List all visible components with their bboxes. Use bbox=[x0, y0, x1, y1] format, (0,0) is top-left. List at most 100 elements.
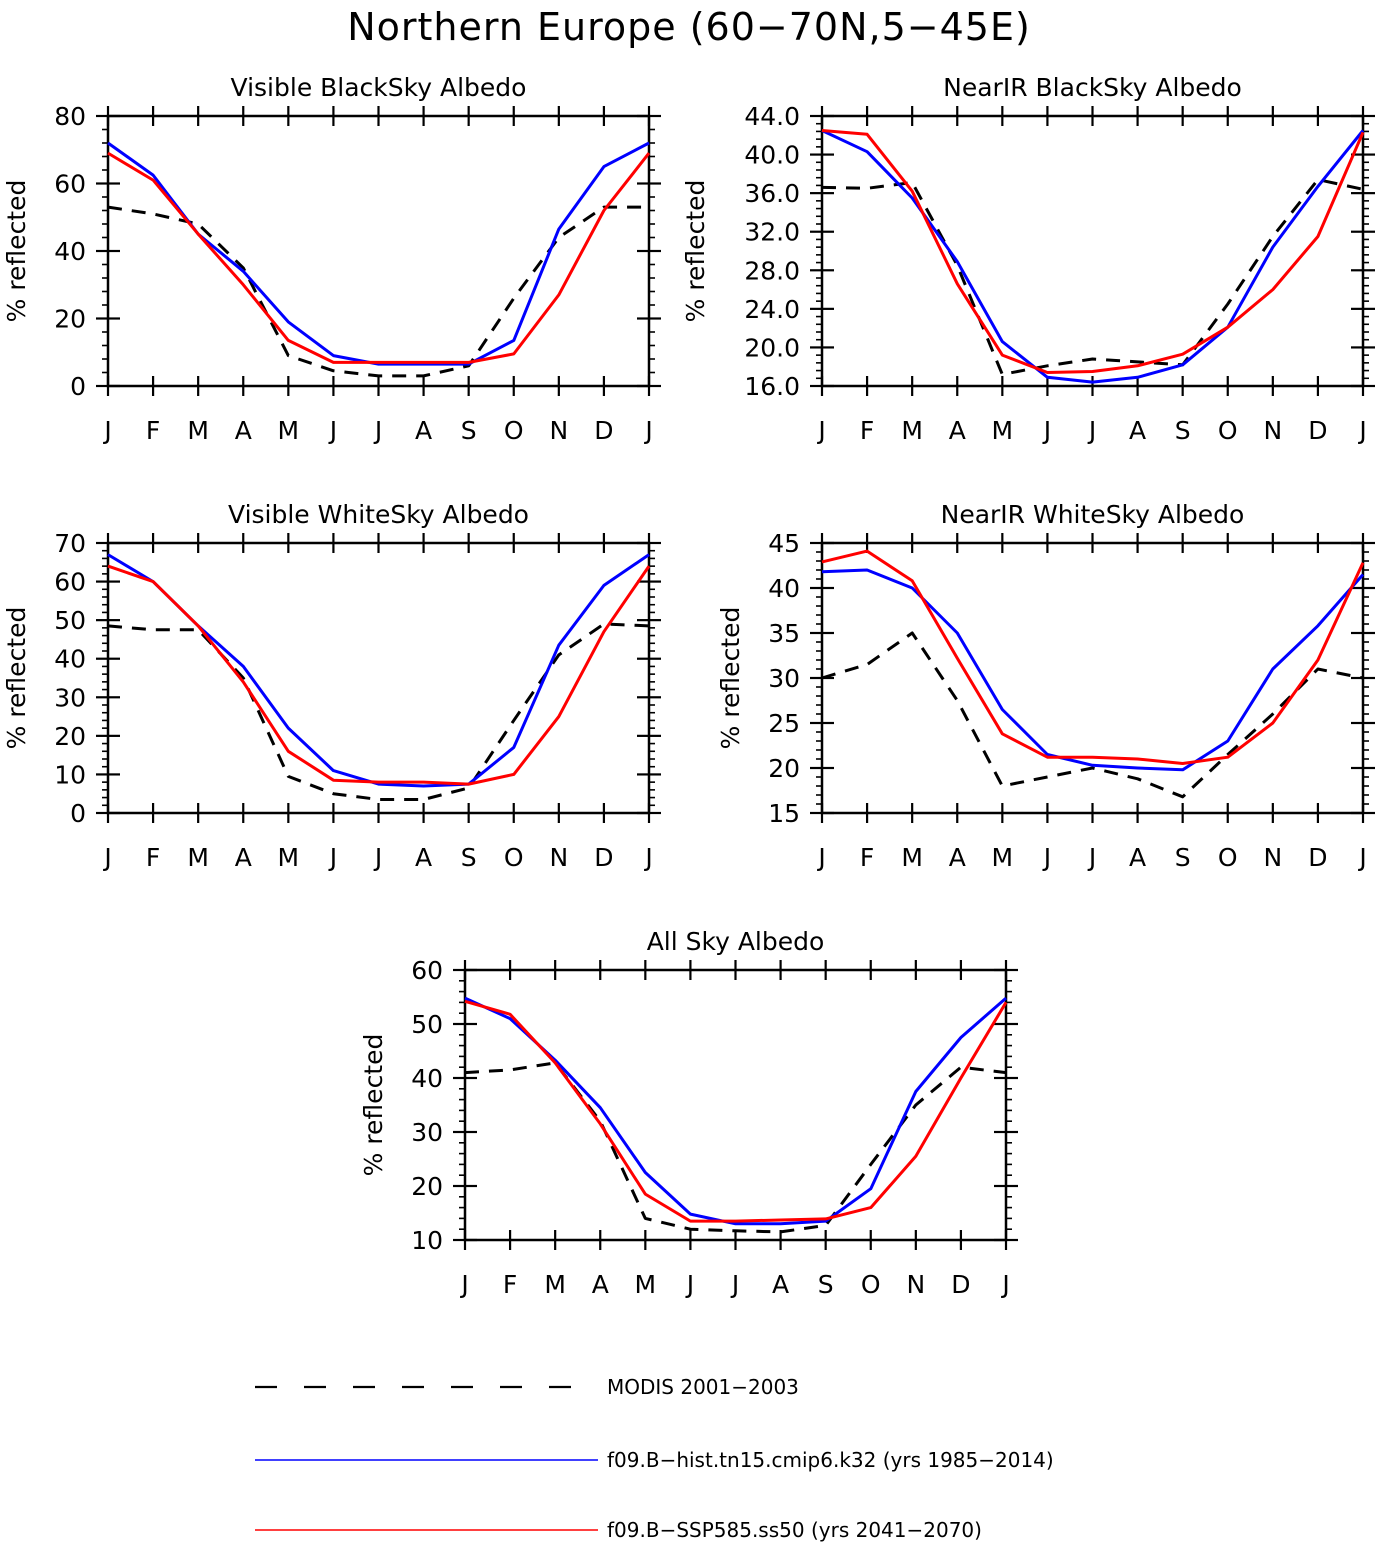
y-tick-label: 40 bbox=[411, 1064, 443, 1093]
series-line-1 bbox=[464, 1061, 1007, 1234]
panel-title: NearIR WhiteSky Albedo bbox=[941, 500, 1245, 529]
x-tick-label: J bbox=[459, 1270, 468, 1299]
y-tick-label: 60 bbox=[54, 568, 86, 597]
x-tick-label: M bbox=[992, 416, 1014, 445]
panel-title: Visible BlackSky Albedo bbox=[231, 73, 527, 102]
series-line-3 bbox=[821, 129, 1365, 374]
y-tick-label: 40 bbox=[54, 645, 86, 674]
series-line-3 bbox=[464, 999, 1008, 1223]
y-axis-label: % reflected bbox=[359, 1034, 388, 1177]
y-tick-label: 32.0 bbox=[744, 218, 800, 247]
x-tick-label: A bbox=[235, 416, 252, 445]
y-tick-label: 30 bbox=[768, 664, 800, 693]
x-tick-label: A bbox=[415, 843, 432, 872]
y-tick-label: 50 bbox=[54, 606, 86, 635]
x-tick-label: F bbox=[860, 416, 874, 445]
series-line-2 bbox=[821, 568, 1365, 772]
x-tick-label: A bbox=[949, 843, 966, 872]
x-tick-label: J bbox=[102, 416, 111, 445]
x-tick-label: D bbox=[594, 416, 613, 445]
x-tick-label: F bbox=[146, 843, 160, 872]
x-tick-label: O bbox=[1218, 843, 1238, 872]
x-tick-label: J bbox=[685, 1270, 694, 1299]
x-tick-label: S bbox=[461, 843, 477, 872]
series-line-3 bbox=[107, 151, 651, 364]
y-tick-label: 20 bbox=[54, 722, 86, 751]
series-line-2 bbox=[107, 553, 650, 788]
y-tick-label: 24.0 bbox=[744, 295, 800, 324]
y-tick-label: 10 bbox=[54, 760, 86, 789]
panel-title: NearIR BlackSky Albedo bbox=[943, 73, 1242, 102]
legend-label-2: f09.B−hist.tn15.cmip6.k32 (yrs 1985−2014… bbox=[607, 1448, 1054, 1472]
x-tick-label: J bbox=[328, 843, 337, 872]
x-tick-label: M bbox=[278, 416, 300, 445]
y-tick-label: 10 bbox=[411, 1226, 443, 1255]
x-tick-label: A bbox=[415, 416, 432, 445]
series-line-1 bbox=[821, 178, 1364, 376]
legend-label-3: f09.B−SSP585.ss50 (yrs 2041−2070) bbox=[607, 1518, 982, 1542]
series-line-1 bbox=[107, 622, 650, 801]
x-tick-label: J bbox=[1087, 416, 1096, 445]
figure-title: Northern Europe (60−70N,5−45E) bbox=[347, 5, 1031, 49]
y-tick-label: 0 bbox=[70, 372, 86, 401]
x-tick-label: J bbox=[1042, 416, 1051, 445]
x-tick-label: J bbox=[1357, 416, 1366, 445]
y-tick-label: 50 bbox=[411, 1010, 443, 1039]
y-tick-label: 0 bbox=[70, 799, 86, 828]
x-tick-label: J bbox=[730, 1270, 739, 1299]
series-line-3 bbox=[107, 564, 651, 786]
x-tick-label: J bbox=[102, 843, 111, 872]
x-tick-label: F bbox=[860, 843, 874, 872]
x-tick-label: M bbox=[901, 843, 923, 872]
x-tick-label: A bbox=[1129, 843, 1146, 872]
x-tick-label: M bbox=[901, 416, 923, 445]
plot-frame bbox=[106, 114, 651, 388]
series-line-2 bbox=[107, 141, 650, 366]
x-tick-label: J bbox=[1357, 843, 1366, 872]
x-tick-label: N bbox=[1263, 843, 1282, 872]
series-line-2 bbox=[464, 996, 1007, 1226]
plot-frame bbox=[463, 968, 1008, 1242]
x-tick-label: J bbox=[1042, 843, 1051, 872]
x-tick-label: F bbox=[146, 416, 160, 445]
y-tick-label: 30 bbox=[54, 683, 86, 712]
y-tick-label: 40 bbox=[768, 574, 800, 603]
y-tick-label: 44.0 bbox=[744, 102, 800, 131]
y-tick-label: 28.0 bbox=[744, 256, 800, 285]
series-line-1 bbox=[821, 631, 1364, 799]
x-tick-label: J bbox=[328, 416, 337, 445]
y-tick-label: 60 bbox=[54, 170, 86, 199]
x-tick-label: A bbox=[949, 416, 966, 445]
x-tick-label: O bbox=[504, 416, 524, 445]
y-tick-label: 60 bbox=[411, 956, 443, 985]
y-axis-label: % reflected bbox=[681, 180, 710, 323]
x-tick-label: J bbox=[643, 416, 652, 445]
legend: MODIS 2001−2003 f09.B−hist.tn15.cmip6.k32… bbox=[255, 1375, 1054, 1542]
y-tick-label: 20.0 bbox=[744, 333, 800, 362]
y-tick-label: 36.0 bbox=[744, 179, 800, 208]
x-tick-label: F bbox=[503, 1270, 517, 1299]
plot-frame bbox=[820, 114, 1365, 388]
y-tick-label: 20 bbox=[411, 1172, 443, 1201]
x-tick-label: D bbox=[594, 843, 613, 872]
y-tick-label: 70 bbox=[54, 529, 86, 558]
y-tick-label: 20 bbox=[768, 754, 800, 783]
y-axis-label: % reflected bbox=[2, 607, 31, 750]
x-tick-label: J bbox=[816, 843, 825, 872]
legend-label-1: MODIS 2001−2003 bbox=[607, 1375, 799, 1399]
series-line-2 bbox=[821, 129, 1365, 384]
x-tick-label: S bbox=[461, 416, 477, 445]
y-tick-label: 35 bbox=[768, 619, 800, 648]
x-tick-label: O bbox=[1218, 416, 1238, 445]
x-tick-label: M bbox=[187, 843, 209, 872]
x-tick-label: A bbox=[1129, 416, 1146, 445]
y-tick-label: 40 bbox=[54, 237, 86, 266]
x-tick-label: N bbox=[549, 416, 568, 445]
plot-frame bbox=[106, 541, 651, 815]
